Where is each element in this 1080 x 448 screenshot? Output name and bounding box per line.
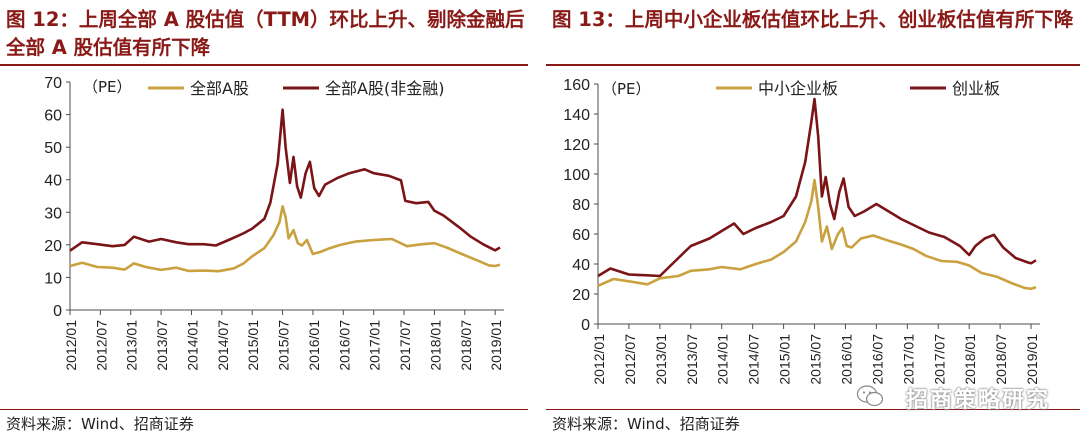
x-tick-label: 2014/07	[215, 320, 231, 371]
x-tick-label: 2018/01	[427, 320, 443, 371]
chart-title-right: 图 13：上周中小企业板估值环比上升、创业板估值有所下降	[552, 8, 1074, 31]
x-tick-label: 2017/01	[367, 320, 383, 371]
x-tick-label: 2013/07	[684, 334, 700, 385]
x-tick-label: 2018/01	[962, 334, 978, 385]
x-tick-label: 2012/07	[93, 320, 109, 371]
source-rule-left	[0, 409, 528, 410]
x-tick-label: 2016/01	[306, 320, 322, 371]
wechat-icon	[856, 385, 884, 407]
x-tick-label: 2016/07	[336, 320, 352, 371]
x-tick-label: 2015/01	[777, 334, 793, 385]
watermark-text: 招商策略研究	[905, 388, 1050, 413]
x-tick-label: 2015/01	[245, 320, 261, 371]
y-tick-label: 40	[572, 257, 590, 274]
x-tick-label: 2019/01	[1024, 334, 1040, 385]
y-tick-label: 140	[563, 107, 590, 124]
x-tick-label: 2014/07	[746, 334, 762, 385]
y-tick-label: 70	[44, 75, 62, 92]
legend-label: 中小企业板	[758, 79, 838, 98]
y-tick-label: 0	[53, 303, 62, 320]
x-tick-label: 2015/07	[276, 320, 292, 371]
x-tick-label: 2013/07	[154, 320, 170, 371]
y-tick-label: 60	[572, 227, 590, 244]
y-tick-label: 30	[44, 205, 62, 222]
series-line-gold	[597, 178, 1037, 291]
x-tick-label: 2015/07	[808, 334, 824, 385]
y-tick-label: 20	[44, 238, 62, 255]
chart-panel-right: 图 13：上周中小企业板估值环比上升、创业板估值有所下降 0 20 40 60 80 10…	[546, 0, 1080, 448]
y-axis-label: （PE）	[602, 80, 651, 98]
x-tick-label: 2016/07	[869, 334, 885, 385]
x-tick-label: 2017/07	[397, 320, 413, 371]
title-rule-left	[0, 64, 528, 66]
y-tick-label: 0	[581, 317, 590, 334]
source-note-left: 资料来源：Wind、招商证券	[6, 415, 194, 433]
x-tick-label: 2014/01	[715, 334, 731, 385]
x-tick-label: 2012/07	[622, 334, 638, 385]
source-rule-right	[546, 409, 1080, 410]
pe-chart-sme-chinext: 0 20 40 60 80 100 120 140 160 2012/01 2012/07 2013/…	[563, 77, 1040, 385]
x-tick-label: 2012/01	[63, 320, 79, 371]
x-tick-label: 2019/01	[488, 320, 504, 371]
y-axis-label: （PE）	[83, 78, 132, 96]
y-tick-label: 100	[563, 167, 590, 184]
pe-chart-all-a-shares: 0 10 20 30 40 50 60 70 2012/01 2012/07 2013/01 2013…	[44, 75, 504, 371]
y-tick-label: 80	[572, 197, 590, 214]
x-tick-label: 2013/01	[653, 334, 669, 385]
series-line-maroon	[597, 97, 1037, 278]
y-tick-label: 160	[563, 77, 590, 94]
legend-label: 全部A股	[190, 79, 249, 98]
legend-label: 创业板	[952, 79, 1000, 98]
x-tick-label: 2014/01	[184, 320, 200, 371]
series-line-maroon	[69, 108, 501, 252]
y-tick-label: 120	[563, 137, 590, 154]
y-tick-label: 50	[44, 140, 62, 157]
y-tick-label: 60	[44, 108, 62, 125]
x-tick-label: 2018/07	[993, 334, 1009, 385]
title-rule-right	[546, 64, 1080, 66]
series-line-gold	[69, 205, 501, 273]
y-tick-label: 20	[572, 287, 590, 304]
source-note-right: 资料来源：Wind、招商证券	[552, 415, 740, 433]
x-tick-label: 2017/07	[931, 334, 947, 385]
legend-label: 全部A股(非金融)	[325, 79, 444, 98]
y-tick-label: 40	[44, 173, 62, 190]
x-tick-label: 2017/01	[900, 334, 916, 385]
x-tick-label: 2018/07	[458, 320, 474, 371]
x-tick-label: 2012/01	[591, 334, 607, 385]
x-tick-label: 2016/01	[838, 334, 854, 385]
y-tick-label: 10	[44, 270, 62, 287]
chart-title-left: 图 12：上周全部 A 股估值（TTM）环比上升、剔除金融后全部 A 股估值有所…	[6, 8, 525, 59]
chart-panel-left: 图 12：上周全部 A 股估值（TTM）环比上升、剔除金融后全部 A 股估值有所…	[0, 0, 528, 448]
x-tick-label: 2013/01	[124, 320, 140, 371]
